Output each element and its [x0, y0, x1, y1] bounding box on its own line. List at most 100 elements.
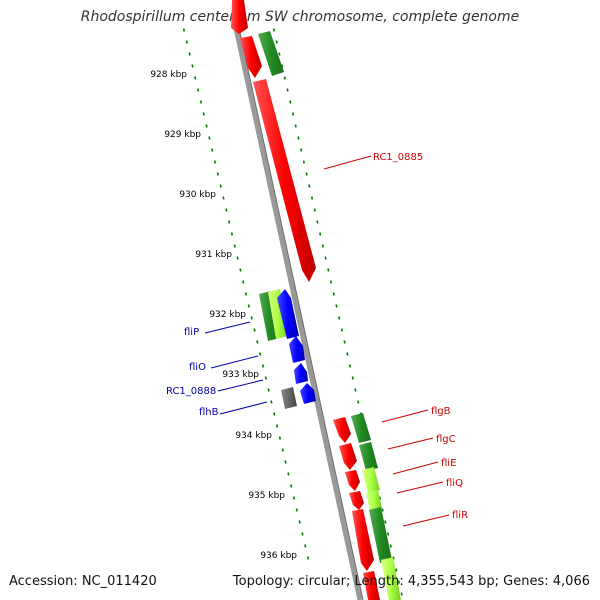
minor-tick [283, 76, 286, 80]
gene-arrow-fliq[interactable] [349, 491, 364, 510]
accession-label: Accession: NC_011420 [9, 574, 157, 589]
minor-tick [272, 28, 276, 32]
minor-tick [202, 112, 205, 116]
gene-unknown-flhb[interactable] [281, 387, 297, 409]
chromosome-backbone [233, 27, 363, 600]
gene-label[interactable]: flhB [199, 407, 219, 418]
gene-arrow-flgb[interactable] [333, 417, 351, 443]
minor-tick [219, 184, 222, 188]
tick-label: 929 kbp [164, 130, 201, 140]
minor-tick [292, 496, 296, 500]
chromosome-backbone-shadow [238, 27, 364, 600]
minor-tick [335, 304, 338, 308]
cds-bar[interactable] [258, 31, 284, 76]
minor-tick [222, 196, 225, 200]
minor-tick [384, 520, 387, 524]
minor-tick [346, 352, 349, 356]
minor-tick [289, 100, 292, 104]
gene-label[interactable]: RC1_0885 [373, 152, 423, 163]
gene-label[interactable]: fliE [441, 458, 456, 469]
minor-tick [287, 472, 290, 476]
minor-tick [340, 328, 344, 332]
minor-tick [216, 172, 219, 176]
tick-label: 934 kbp [235, 431, 272, 441]
minor-tick [182, 28, 186, 32]
tick-label: 935 kbp [248, 491, 285, 501]
gene-label[interactable]: fliR [452, 510, 468, 521]
minor-tick [247, 304, 251, 308]
minor-tick [242, 280, 245, 284]
gene-arrow[interactable] [363, 571, 380, 600]
minor-tick [191, 64, 194, 68]
cds-bar[interactable] [369, 507, 392, 563]
minor-tick [294, 124, 297, 128]
gene-label[interactable]: flgB [431, 406, 451, 417]
map-title: Rhodospirillum centenum SW chromosome, c… [80, 9, 520, 25]
gene-label[interactable]: flgC [436, 434, 456, 445]
minor-tick [397, 580, 401, 584]
cds-bar[interactable] [362, 467, 380, 493]
minor-tick [291, 112, 295, 116]
cds-bar[interactable] [268, 289, 288, 339]
label-leader [396, 481, 444, 494]
minor-tick [319, 232, 322, 236]
minor-tick [329, 280, 333, 284]
minor-tick [256, 340, 259, 344]
minor-tick [332, 292, 335, 296]
cds-bar[interactable] [359, 442, 378, 471]
minor-tick [327, 268, 330, 272]
gene-arrow-flip[interactable] [277, 289, 299, 339]
label-leader [219, 401, 268, 415]
gene-label[interactable]: fliQ [446, 478, 463, 489]
gene-arrow-flie[interactable] [345, 470, 360, 491]
minor-tick [250, 316, 253, 320]
gene-label[interactable]: fliP [184, 327, 199, 338]
minor-tick [213, 160, 217, 164]
gene-label[interactable]: RC1_0888 [166, 386, 216, 397]
minor-tick [281, 448, 284, 452]
gene-arrow-flgc[interactable] [339, 443, 357, 470]
cds-bar[interactable] [381, 557, 401, 600]
minor-tick [297, 136, 300, 140]
cds-bar[interactable] [366, 490, 382, 511]
minor-tick [228, 220, 231, 224]
tick-label: 932 kbp [209, 310, 246, 320]
minor-tick [196, 88, 200, 92]
minor-tick [259, 352, 262, 356]
gene-arrow-flio[interactable] [289, 336, 305, 363]
forward-genes [231, 0, 380, 600]
minor-tick [298, 520, 301, 524]
label-leader [323, 155, 372, 170]
minor-tick [267, 388, 270, 392]
label-leader [402, 514, 450, 527]
label-leader [217, 379, 264, 392]
tick-label: 931 kbp [195, 250, 232, 260]
minor-tick [233, 244, 236, 248]
gene-label[interactable]: fliO [189, 362, 206, 373]
minor-tick [313, 208, 316, 212]
gene-arrow-flhb[interactable] [300, 383, 316, 404]
minor-tick [275, 424, 279, 428]
gene-arrow[interactable] [231, 0, 248, 34]
minor-tick [194, 76, 197, 80]
tick-label: 933 kbp [222, 370, 259, 380]
tick-label: 936 kbp [260, 551, 297, 561]
minor-tick [275, 40, 278, 44]
minor-tick [338, 316, 341, 320]
minor-tick [316, 220, 319, 224]
minor-tick [354, 388, 357, 392]
tick-label: 928 kbp [150, 70, 187, 80]
gene-arrow[interactable] [240, 36, 262, 78]
minor-tick [185, 40, 188, 44]
gene-arrow-rc1-0888[interactable] [294, 363, 308, 384]
minor-tick [321, 244, 324, 248]
minor-tick [386, 532, 390, 536]
cds-bar[interactable] [351, 413, 371, 443]
minor-tick [308, 184, 311, 188]
gene-arrow-flir[interactable] [352, 509, 374, 571]
minor-tick [302, 160, 305, 164]
gene-arrow-rc1-0885[interactable] [253, 79, 316, 282]
minor-tick [295, 508, 298, 512]
minor-tick [395, 568, 398, 572]
